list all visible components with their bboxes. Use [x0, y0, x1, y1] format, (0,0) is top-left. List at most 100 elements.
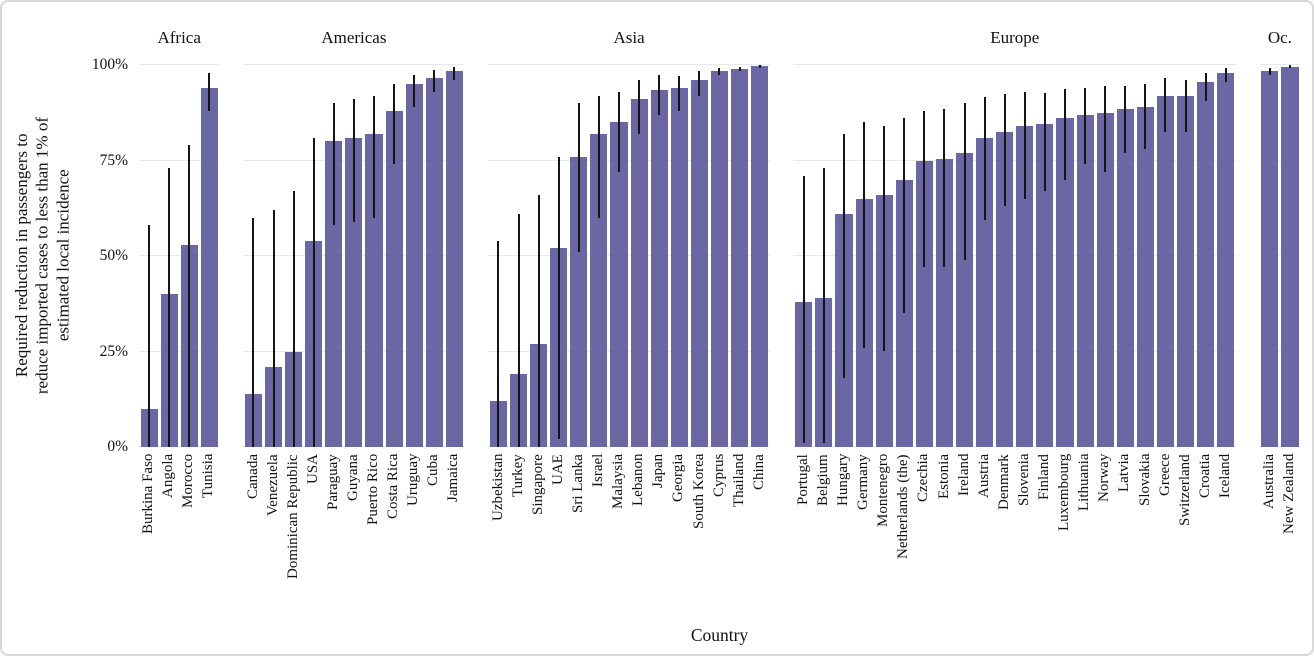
x-label-slot-netherlands-the: Netherlands (the) — [894, 447, 914, 612]
gridline-100 — [1259, 64, 1300, 65]
bar-slot-cyprus — [709, 65, 729, 447]
bar-georgia — [670, 87, 688, 447]
bar-new-zealand — [1281, 66, 1299, 447]
x-label-slot-cyprus: Cyprus — [709, 447, 729, 612]
x-labels-europe: Portugal Belgium Hungary Germany Montenegro N… — [794, 447, 1236, 612]
x-label-slot-uzbekistan: Uzbekistan — [488, 447, 508, 612]
gridline-0 — [1259, 446, 1300, 447]
bar-netherlands-the — [895, 179, 913, 447]
gridline-100 — [139, 64, 220, 65]
x-label-slot-belgium: Belgium — [814, 447, 834, 612]
x-label-slot-croatia: Croatia — [1196, 447, 1216, 612]
bar-slot-latvia — [1115, 65, 1135, 447]
gridline-50 — [1259, 255, 1300, 256]
bar-slot-canada — [243, 65, 263, 447]
bar-cuba — [425, 78, 443, 447]
x-label-slot-cuba: Cuba — [424, 447, 444, 612]
x-label-slot-china: China — [750, 447, 770, 612]
facet-title-europe: Europe — [990, 27, 1040, 47]
y-tick-75: 75% — [99, 151, 128, 169]
bar-jamaica — [445, 71, 463, 447]
x-label-slot-slovenia: Slovenia — [1015, 447, 1035, 612]
bar-israel — [590, 133, 608, 447]
x-label-slot-uae: UAE — [549, 447, 569, 612]
error-bar-morocco — [188, 145, 191, 447]
error-bar-denmark — [1003, 93, 1006, 207]
x-labels-asia: Uzbekistan Turkey Singapore UAE Sri Lanka Isr… — [488, 447, 769, 612]
error-bar-luxembourg — [1064, 89, 1066, 180]
error-bar-portugal — [802, 175, 805, 444]
error-bar-jamaica — [453, 66, 456, 81]
bar-slot-norway — [1095, 65, 1115, 447]
x-label-guyana: Guyana — [345, 454, 362, 501]
bar-slot-uae — [549, 65, 569, 447]
error-bar-dominican-republic — [292, 191, 295, 447]
error-bar-lebanon — [638, 80, 641, 134]
bar-slot-costa-rica — [384, 65, 404, 447]
gridline-100 — [793, 64, 1236, 65]
bar-finland — [1036, 124, 1054, 447]
x-label-slot-germany: Germany — [854, 447, 874, 612]
x-label-iceland: Iceland — [1216, 454, 1233, 499]
error-bar-greece — [1164, 78, 1167, 132]
error-bar-slovakia — [1144, 84, 1147, 150]
x-label-malaysia: Malaysia — [610, 454, 627, 509]
bar-slot-estonia — [934, 65, 954, 447]
x-labels-oc: Australia New Zealand — [1260, 447, 1300, 612]
bar-slot-morocco — [179, 65, 199, 447]
bar-czechia — [915, 160, 933, 447]
x-label-japan: Japan — [650, 454, 667, 489]
bar-slot-uzbekistan — [488, 65, 508, 447]
error-bar-latvia — [1124, 86, 1127, 153]
error-bar-czechia — [923, 110, 926, 268]
x-label-venezuela: Venezuela — [264, 454, 281, 516]
gridline-25 — [793, 350, 1236, 352]
x-label-slot-new-zealand: New Zealand — [1280, 447, 1300, 612]
bar-lithuania — [1076, 114, 1094, 447]
x-label-slot-guyana: Guyana — [344, 447, 364, 612]
error-bar-israel — [597, 95, 600, 218]
x-label-slot-slovakia: Slovakia — [1135, 447, 1155, 612]
x-label-finland: Finland — [1036, 454, 1053, 500]
bar-croatia — [1197, 82, 1215, 447]
gridline-100 — [488, 64, 770, 65]
error-bar-germany — [863, 122, 866, 348]
bar-slot-burkina-faso — [139, 65, 159, 447]
bar-cyprus — [710, 70, 729, 447]
x-label-slot-lithuania: Lithuania — [1075, 447, 1095, 612]
x-label-jamaica: Jamaica — [445, 454, 462, 503]
x-label-slot-israel: Israel — [589, 447, 609, 612]
gridline-100 — [243, 64, 465, 65]
x-label-lebanon: Lebanon — [630, 454, 647, 507]
bar-slot-usa — [304, 65, 324, 447]
error-bar-angola — [168, 168, 171, 447]
error-bar-puerto-rico — [372, 95, 375, 218]
x-label-slot-georgia: Georgia — [669, 447, 689, 612]
bar-slot-denmark — [995, 65, 1015, 447]
facet-americas: Americas Canada Venezuela Dominican Republi… — [243, 10, 465, 624]
error-bar-china — [758, 65, 761, 68]
bar-slot-uruguay — [404, 65, 424, 447]
error-bar-tunisia — [208, 72, 211, 111]
bar-slot-slovenia — [1015, 65, 1035, 447]
x-label-slot-denmark: Denmark — [995, 447, 1015, 612]
x-label-greece: Greece — [1156, 454, 1173, 497]
gridline-50 — [488, 255, 770, 256]
x-label-slot-morocco: Morocco — [179, 447, 199, 612]
x-label-south-korea: South Korea — [690, 454, 707, 530]
facet-panels: Africa Burkina Faso Angola Morocco Tunisia Am… — [139, 10, 1300, 624]
x-label-slot-greece: Greece — [1155, 447, 1175, 612]
x-label-hungary: Hungary — [835, 454, 852, 507]
bar-slot-puerto-rico — [364, 65, 384, 447]
x-label-slot-malaysia: Malaysia — [609, 447, 629, 612]
x-label-slot-jamaica: Jamaica — [444, 447, 464, 612]
bar-sri-lanka — [570, 156, 588, 447]
x-label-slot-montenegro: Montenegro — [874, 447, 894, 612]
facet-title-africa: Africa — [157, 27, 201, 47]
x-label-slot-hungary: Hungary — [834, 447, 854, 612]
bar-denmark — [996, 131, 1014, 447]
gridline-0 — [488, 446, 770, 447]
facet-oc: Oc. Australia New Zealand — [1259, 10, 1300, 624]
bar-puerto-rico — [365, 133, 383, 447]
x-label-slot-dominican-republic: Dominican Republic — [284, 447, 304, 612]
